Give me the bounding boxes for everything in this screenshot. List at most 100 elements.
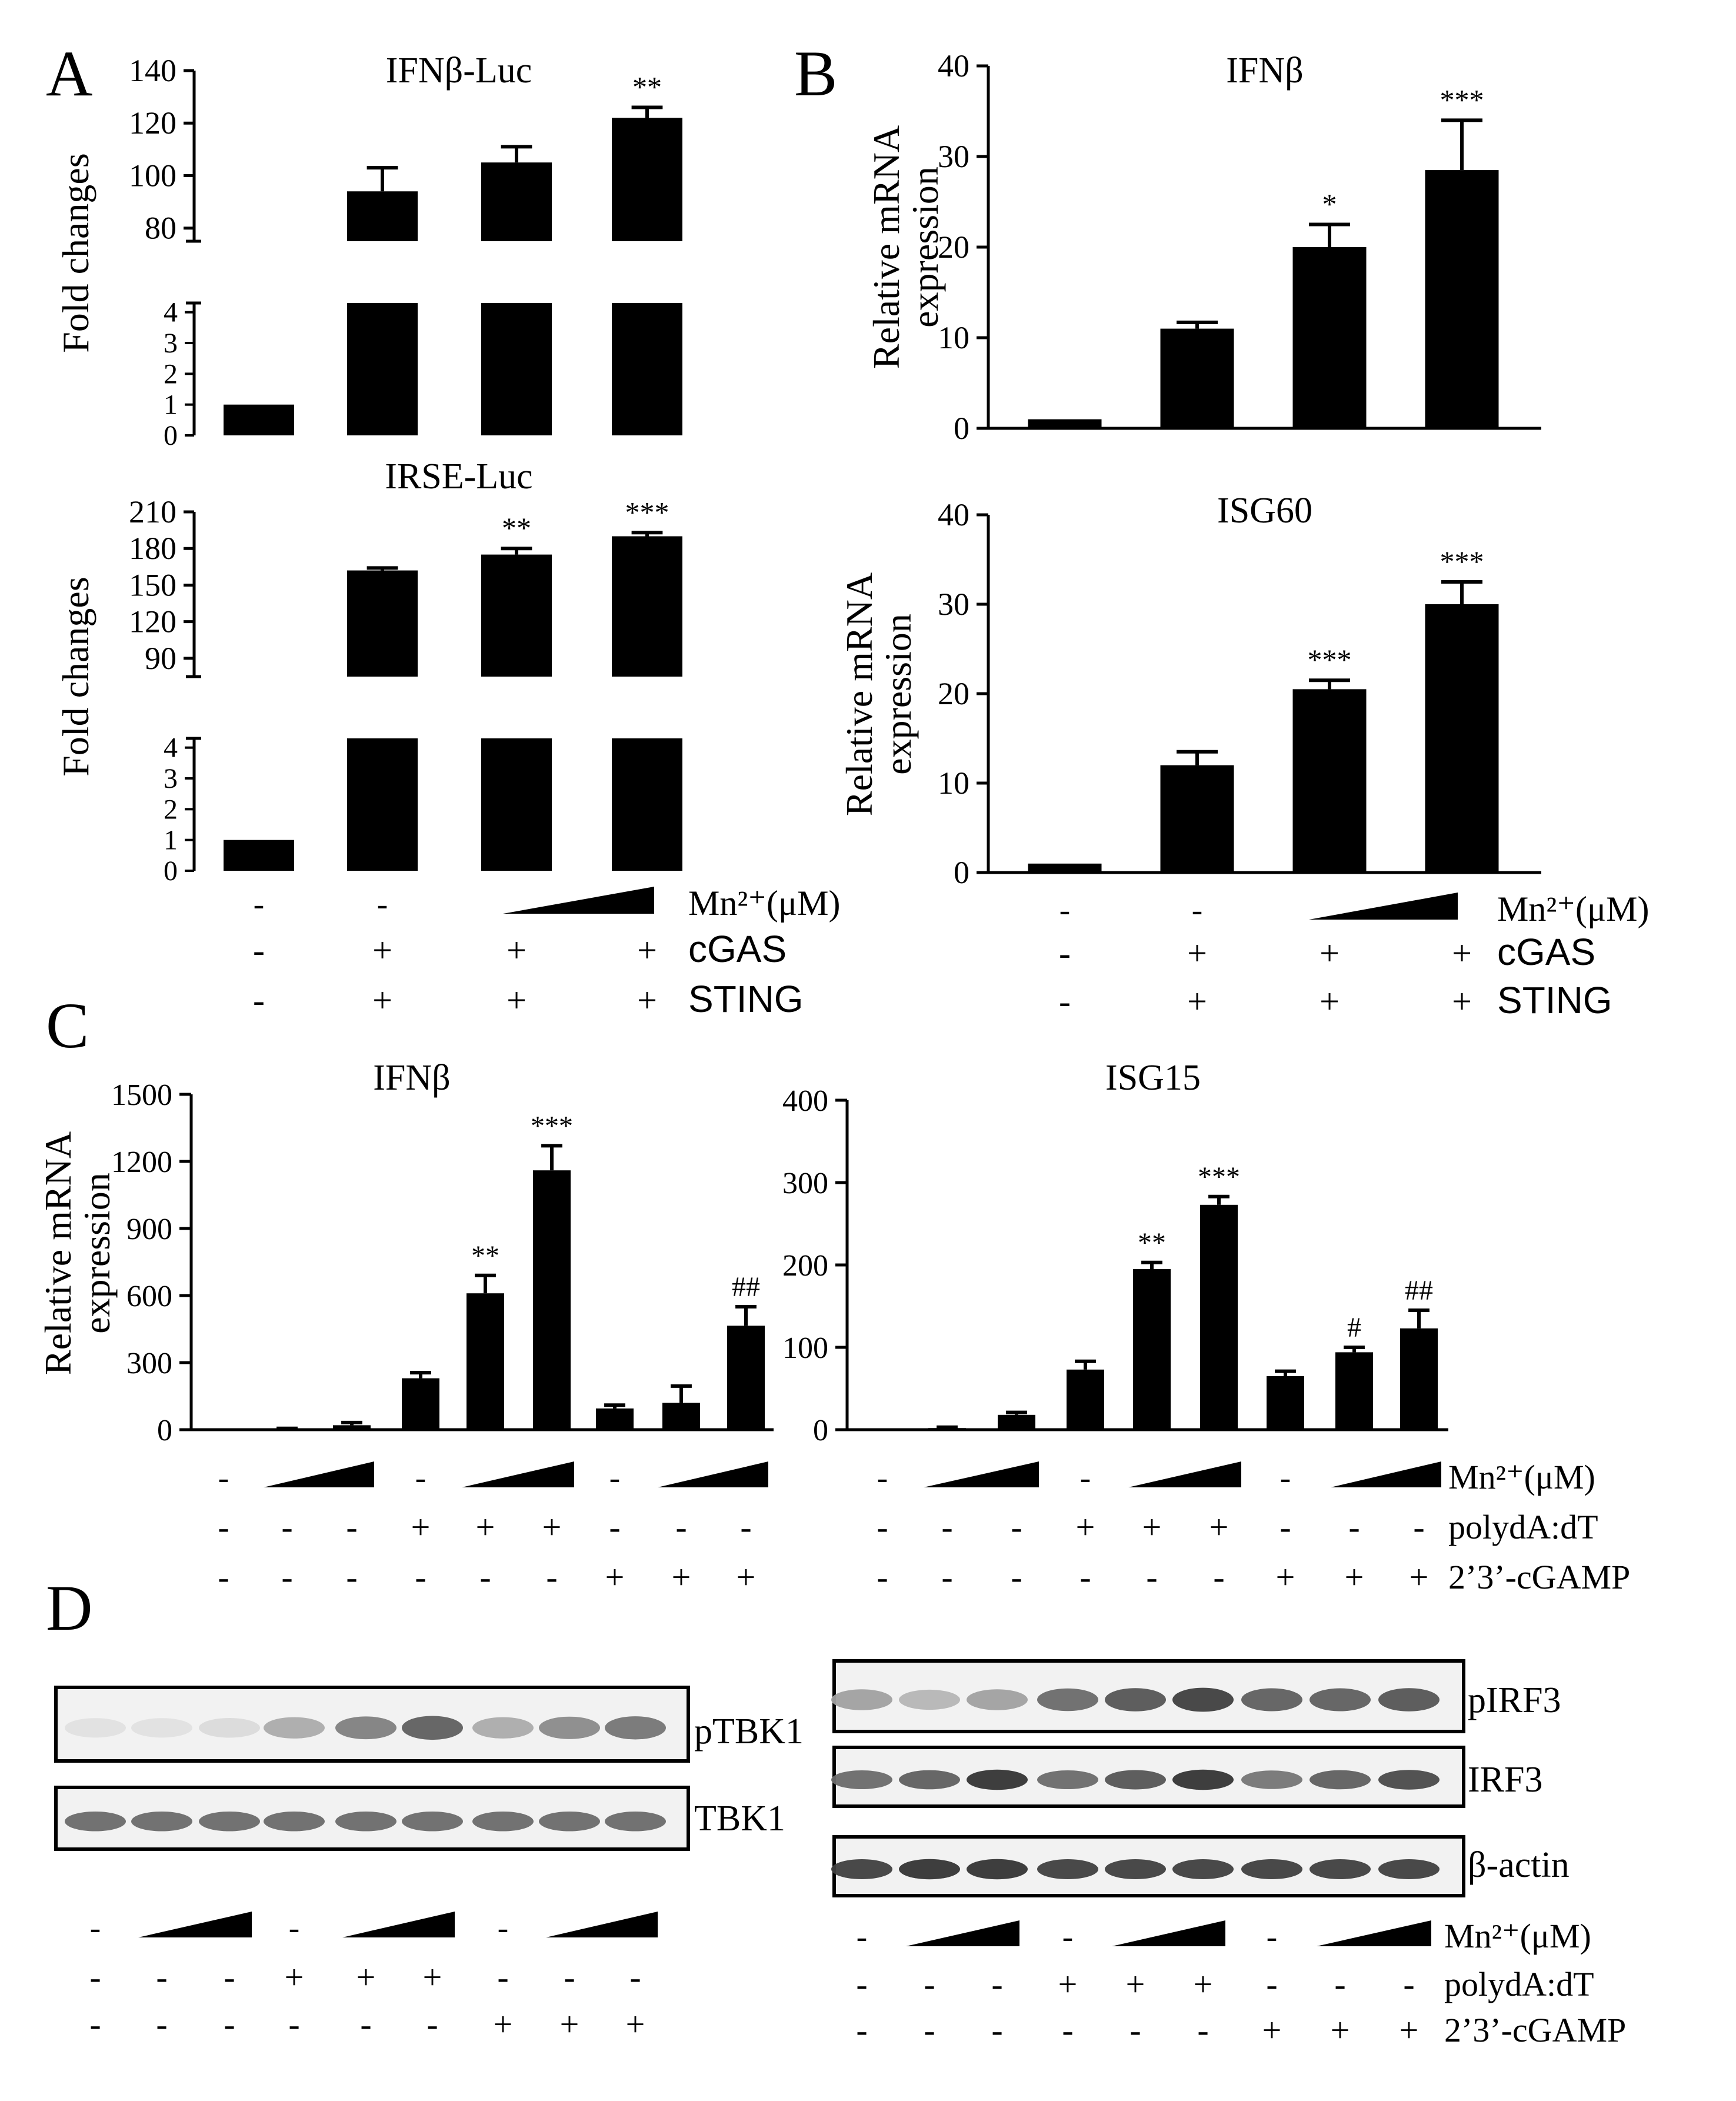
y-tick-label: 90 <box>145 641 176 676</box>
condition-sign: - <box>546 1558 557 1596</box>
blot-band <box>831 1770 892 1789</box>
condition-sign: - <box>1129 2011 1141 2049</box>
chart-title: IRSE-Luc <box>385 457 532 497</box>
condition-sign: - <box>1348 1508 1360 1546</box>
y-tick-label: 600 <box>126 1280 172 1313</box>
condition-label: cGAS <box>1497 931 1595 973</box>
condition-sign: + <box>411 1508 431 1546</box>
bar <box>1267 1376 1304 1430</box>
y-tick-label: 20 <box>938 676 969 711</box>
condition-sign: - <box>360 2005 371 2043</box>
y-tick-label: 0 <box>157 1414 172 1447</box>
condition-sign: + <box>1320 934 1340 973</box>
y-tick-label: 30 <box>938 139 969 174</box>
blot-band <box>1105 1859 1166 1879</box>
bar <box>1028 863 1102 873</box>
bar <box>727 1326 765 1430</box>
bar <box>1425 604 1499 873</box>
condition-sign: - <box>1059 982 1071 1021</box>
condition-sign: - <box>1062 2011 1073 2049</box>
condition-sign: - <box>1403 1965 1414 2003</box>
condition-sign: + <box>1187 934 1207 973</box>
condition-sign: - <box>253 931 265 970</box>
y-tick-label: 120 <box>129 604 176 640</box>
condition-sign: - <box>609 1508 620 1546</box>
condition-sign: + <box>1126 1965 1145 2003</box>
significance-label: ** <box>471 1240 499 1271</box>
blot-band <box>1241 1770 1302 1789</box>
bar <box>1292 689 1367 873</box>
y-tick-label: 0 <box>954 411 969 446</box>
y-axis-label: Fold changes <box>55 153 96 353</box>
condition-sign: - <box>1059 934 1071 973</box>
significance-label: * <box>1322 188 1337 221</box>
bar <box>1160 328 1234 428</box>
y-tick-label: 0 <box>813 1414 828 1447</box>
bar <box>1028 419 1102 428</box>
mn-label: Mn²⁺(μM) <box>688 884 841 923</box>
mn-label: Mn²⁺(μM) <box>1497 890 1650 928</box>
mn-dose-ramp-icon <box>462 1461 574 1487</box>
condition-sign: - <box>253 981 265 1020</box>
condition-sign: - <box>1059 892 1071 928</box>
blot-label-irf3: IRF3 <box>1468 1760 1543 1800</box>
blot-band <box>1310 1859 1371 1879</box>
y-tick-label: 30 <box>938 587 969 622</box>
condition-label: 2’3’-cGAMP <box>1448 1558 1630 1596</box>
bar <box>1133 1269 1171 1430</box>
y-tick-label: 2 <box>164 794 178 825</box>
condition-sign: + <box>1076 1508 1095 1546</box>
mn-dose-ramp-icon <box>1317 1920 1431 1946</box>
condition-sign: - <box>224 2005 235 2043</box>
blot-band <box>1172 1687 1234 1712</box>
condition-sign: - <box>856 2011 867 2049</box>
bar <box>1425 170 1499 428</box>
condition-sign: - <box>1079 1558 1091 1596</box>
significance-label: ** <box>502 511 531 544</box>
blot-band <box>899 1770 960 1790</box>
y-axis-label: Relative mRNA <box>865 125 907 369</box>
condition-sign: + <box>737 1558 756 1596</box>
condition-sign: + <box>372 981 392 1020</box>
y-tick-label: 3 <box>164 328 178 359</box>
bar <box>596 1408 634 1430</box>
blot-band <box>1105 1688 1166 1712</box>
condition-sign: - <box>609 1460 621 1496</box>
y-axis-label: Relative mRNA <box>838 572 880 816</box>
bar <box>467 1293 504 1430</box>
y-tick-label: 400 <box>782 1084 828 1118</box>
y-tick-label: 0 <box>164 420 178 451</box>
blot-band <box>899 1859 960 1880</box>
y-tick-label: 4 <box>164 732 178 764</box>
condition-sign: + <box>1331 2011 1350 2049</box>
condition-sign: + <box>356 1958 376 1996</box>
bar <box>998 1414 1035 1430</box>
blot-band <box>1241 1859 1302 1879</box>
panel-letter-d: D <box>46 1572 93 1644</box>
blot-band <box>131 1811 192 1832</box>
y-tick-label: 10 <box>938 320 969 355</box>
blot-band <box>199 1718 260 1738</box>
condition-sign: - <box>991 2011 1002 2049</box>
mn-dose-ramp-icon <box>503 887 654 914</box>
y-tick-label: 40 <box>938 497 969 532</box>
condition-sign: + <box>507 931 527 970</box>
condition-sign: - <box>346 1508 357 1546</box>
blot-label-beta-actin: β-actin <box>1468 1845 1570 1885</box>
blot-band <box>1378 1859 1440 1879</box>
condition-sign: - <box>941 1508 952 1546</box>
condition-label: polydA:dT <box>1448 1508 1598 1546</box>
significance-label: *** <box>1308 643 1352 676</box>
condition-sign: - <box>497 1958 508 1996</box>
y-axis-label: expression <box>76 1173 118 1334</box>
bar <box>347 570 418 677</box>
condition-sign: + <box>285 1958 304 1996</box>
blot-band <box>472 1811 534 1832</box>
blot-band <box>831 1859 892 1879</box>
bar <box>1400 1328 1438 1430</box>
blot-band <box>1310 1770 1371 1790</box>
condition-sign: + <box>1452 982 1472 1021</box>
bar <box>481 162 552 241</box>
blot-band <box>967 1769 1028 1790</box>
condition-sign: + <box>1194 1965 1213 2003</box>
